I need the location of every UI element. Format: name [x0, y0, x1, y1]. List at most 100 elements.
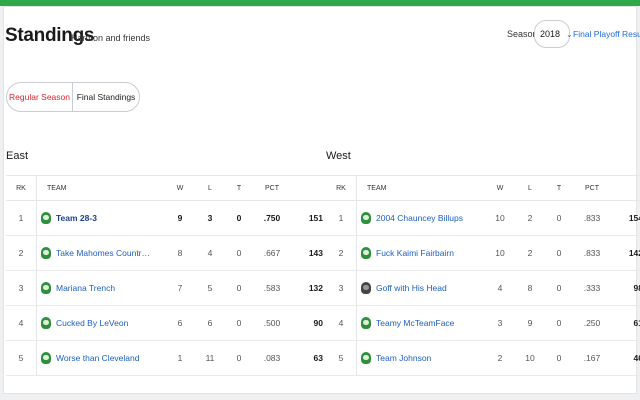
team-name-link[interactable]: Goff with His Head	[376, 283, 447, 293]
wins: 7	[165, 270, 195, 306]
tab-regular-season[interactable]: Regular Season	[7, 83, 73, 111]
points: 132	[291, 270, 329, 306]
team-name-link[interactable]: 2004 Chauncey Billups	[376, 213, 463, 223]
team-logo-icon	[41, 212, 51, 224]
points: 61	[611, 305, 640, 341]
season-label: Season	[507, 29, 538, 39]
column-header-team[interactable]: TEAM	[36, 175, 165, 201]
rank: 5	[6, 340, 37, 376]
win-pct: .167	[573, 340, 611, 376]
column-header-pts[interactable]	[291, 175, 329, 201]
table-row: 2 Fuck Kaimi Fairbairn 10 2 0 .833 142	[326, 235, 640, 271]
table-header-row: RK TEAM W L T PCT	[6, 175, 329, 201]
losses: 3	[195, 200, 225, 236]
table-row: 3 Goff with His Head 4 8 0 .333 98	[326, 270, 640, 306]
team-name-link[interactable]: Worse than Cleveland	[56, 353, 140, 363]
wins: 1	[165, 340, 195, 376]
table-row: 5 Worse than Cleveland 1 11 0 .083 63	[6, 340, 329, 376]
table-row: 1 Team 28-3 9 3 0 .750 151	[6, 200, 329, 236]
ties: 0	[225, 305, 253, 341]
column-header-l[interactable]: L	[515, 175, 545, 201]
losses: 10	[515, 340, 545, 376]
season-select[interactable]: 2018 ⌄	[534, 20, 573, 48]
rank: 5	[326, 340, 357, 376]
points: 151	[291, 200, 329, 236]
ties: 0	[545, 200, 573, 236]
team-name-link[interactable]: Teamy McTeamFace	[376, 318, 455, 328]
win-pct: .083	[253, 340, 291, 376]
west-standings-table: RK TEAM W L T PCT 1 2004 Chauncey Billup…	[326, 175, 640, 376]
win-pct: .500	[253, 305, 291, 341]
page-title: Standings	[5, 25, 95, 46]
points: 143	[291, 235, 329, 271]
standings-view-toggle: Regular Season Final Standings	[6, 82, 140, 112]
team-logo-icon	[361, 352, 371, 364]
ties: 0	[545, 270, 573, 306]
rank: 4	[6, 305, 37, 341]
rank: 4	[326, 305, 357, 341]
rank: 3	[6, 270, 37, 306]
ties: 0	[225, 235, 253, 271]
top-accent-bar	[0, 0, 640, 6]
tab-final-standings[interactable]: Final Standings	[76, 92, 136, 102]
west-division-title: West	[326, 150, 351, 162]
team-logo-icon	[41, 352, 51, 364]
win-pct: .833	[573, 235, 611, 271]
column-header-w[interactable]: W	[485, 175, 515, 201]
ties: 0	[225, 340, 253, 376]
rank: 3	[326, 270, 357, 306]
team-name-link[interactable]: Team 28-3	[56, 213, 97, 223]
team-logo-icon	[361, 282, 371, 294]
team-logo-icon	[361, 247, 371, 259]
points: 46	[611, 340, 640, 376]
losses: 6	[195, 305, 225, 341]
rank: 2	[326, 235, 357, 271]
wins: 4	[485, 270, 515, 306]
losses: 9	[515, 305, 545, 341]
table-row: 4 Teamy McTeamFace 3 9 0 .250 61	[326, 305, 640, 341]
column-header-pct[interactable]: PCT	[253, 175, 291, 201]
team-logo-icon	[41, 247, 51, 259]
final-playoff-results-link[interactable]: Final Playoff Results	[573, 29, 640, 39]
points: 142	[611, 235, 640, 271]
ties: 0	[545, 235, 573, 271]
team-name-link[interactable]: Team Johnson	[376, 353, 432, 363]
win-pct: .750	[253, 200, 291, 236]
losses: 11	[195, 340, 225, 376]
table-row: 5 Team Johnson 2 10 0 .167 46	[326, 340, 640, 376]
column-header-w[interactable]: W	[165, 175, 195, 201]
wins: 2	[485, 340, 515, 376]
points: 63	[291, 340, 329, 376]
column-header-l[interactable]: L	[195, 175, 225, 201]
losses: 5	[195, 270, 225, 306]
team-name-link[interactable]: Cucked By LeVeon	[56, 318, 129, 328]
column-header-pct[interactable]: PCT	[573, 175, 611, 201]
win-pct: .333	[573, 270, 611, 306]
wins: 3	[485, 305, 515, 341]
team-logo-icon	[41, 317, 51, 329]
ties: 0	[545, 340, 573, 376]
team-name-link[interactable]: Fuck Kaimi Fairbairn	[376, 248, 454, 258]
rank: 2	[6, 235, 37, 271]
column-header-t[interactable]: T	[225, 175, 253, 201]
points: 90	[291, 305, 329, 341]
table-header-row: RK TEAM W L T PCT	[326, 175, 640, 201]
win-pct: .833	[573, 200, 611, 236]
team-logo-icon	[361, 317, 371, 329]
losses: 4	[195, 235, 225, 271]
team-name-link[interactable]: Take Mahomes Country R...	[56, 248, 154, 258]
wins: 9	[165, 200, 195, 236]
team-name-link[interactable]: Mariana Trench	[56, 283, 116, 293]
league-name: Harmon and friends	[71, 33, 151, 43]
wins: 6	[165, 305, 195, 341]
column-header-rk[interactable]: RK	[326, 175, 357, 201]
losses: 2	[515, 235, 545, 271]
column-header-pts[interactable]	[611, 175, 640, 201]
table-row: 2 Take Mahomes Country R... 8 4 0 .667 1…	[6, 235, 329, 271]
column-header-t[interactable]: T	[545, 175, 573, 201]
column-header-team[interactable]: TEAM	[356, 175, 485, 201]
column-header-rk[interactable]: RK	[6, 175, 37, 201]
points: 154	[611, 200, 640, 236]
points: 98	[611, 270, 640, 306]
table-row: 1 2004 Chauncey Billups 10 2 0 .833 154	[326, 200, 640, 236]
